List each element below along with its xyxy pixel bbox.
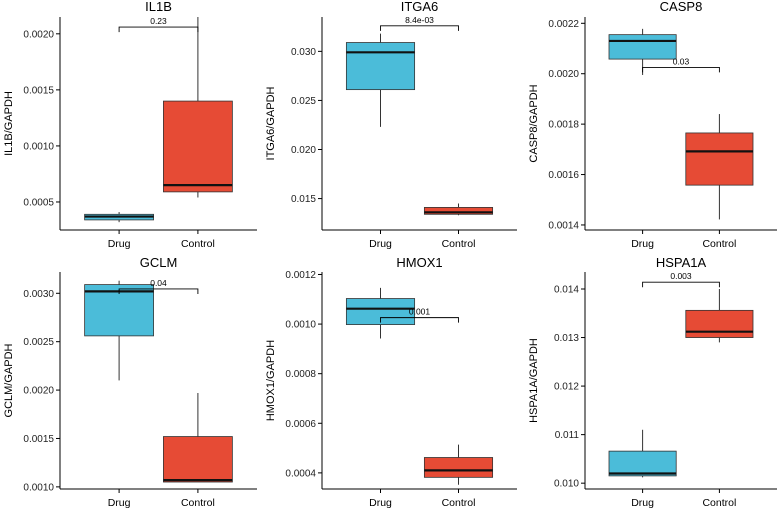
y-tick-label: 0.0020 xyxy=(23,386,54,397)
significance-bracket xyxy=(642,281,720,288)
y-tick-label: 0.0012 xyxy=(285,270,316,281)
p-value-label: 0.03 xyxy=(673,56,690,66)
box-body xyxy=(423,457,494,478)
p-value-label: 8.4e-03 xyxy=(405,15,434,25)
box-control xyxy=(423,203,494,216)
y-tick-label: 0.0010 xyxy=(23,141,54,152)
y-tick-label: 0.0015 xyxy=(23,85,54,96)
y-tick-label: 0.0006 xyxy=(285,419,316,430)
box-drug xyxy=(84,212,154,223)
y-tick-label: 0.0010 xyxy=(285,320,316,331)
y-axis-label: IL1B/GAPDH xyxy=(3,91,15,156)
y-tick-label: 0.0020 xyxy=(548,69,579,80)
p-value-label: 0.23 xyxy=(150,16,167,26)
x-tick-label-drug: Drug xyxy=(369,497,392,509)
p-value-label: 0.04 xyxy=(150,278,167,288)
x-tick-label-drug: Drug xyxy=(369,238,392,250)
significance-bracket xyxy=(118,26,199,33)
y-tick-label: 0.0015 xyxy=(23,434,54,445)
panel-title: HMOX1 xyxy=(396,255,442,270)
x-tick-label-control: Control xyxy=(702,238,736,250)
y-tick-label: 0.0018 xyxy=(548,120,579,131)
box-body xyxy=(608,450,677,477)
significance-bracket xyxy=(380,317,459,323)
y-axis-label: ITGA6/GAPDH xyxy=(265,86,277,160)
y-axis-label: CASP8/GAPDH xyxy=(528,84,540,162)
x-tick-label-control: Control xyxy=(442,238,476,250)
significance-bracket xyxy=(118,288,199,294)
y-tick-label: 0.010 xyxy=(554,479,579,490)
x-tick-label-control: Control xyxy=(181,497,215,509)
box-body xyxy=(608,34,677,60)
y-tick-label: 0.0004 xyxy=(285,468,316,479)
box-control xyxy=(163,17,233,198)
y-tick-label: 0.0016 xyxy=(548,170,579,181)
y-tick-label: 0.015 xyxy=(291,194,316,205)
y-tick-label: 0.0005 xyxy=(23,197,54,208)
p-value-label: 0.001 xyxy=(409,307,431,317)
panel-title: GCLM xyxy=(140,255,178,270)
y-tick-label: 0.012 xyxy=(554,382,579,393)
x-tick-label-drug: Drug xyxy=(108,238,131,250)
box-drug xyxy=(608,429,677,478)
panel-casp8: CASP8 0.0014 0.0016 0.0018 0.0020 0.0022 CASP8… xyxy=(528,0,777,250)
x-tick-label-drug: Drug xyxy=(631,238,654,250)
y-tick-label: 0.0025 xyxy=(23,337,54,348)
box-control xyxy=(423,444,494,485)
y-tick-label: 0.020 xyxy=(291,145,316,156)
box-drug xyxy=(84,280,154,381)
x-tick-label-control: Control xyxy=(181,238,215,250)
y-tick-label: 0.0008 xyxy=(285,369,316,380)
y-tick-label: 0.014 xyxy=(554,284,579,295)
y-axis-label: HSPA1A/GAPDH xyxy=(528,338,540,423)
box-control xyxy=(685,114,754,220)
panel-itga6: ITGA6 0.015 0.020 0.025 0.030 ITGA6/GAPDH Drug… xyxy=(265,0,517,250)
panel-title: IL1B xyxy=(145,0,172,14)
box-drug xyxy=(608,28,677,75)
x-tick-label-drug: Drug xyxy=(108,497,131,509)
panel-title: ITGA6 xyxy=(401,0,439,14)
box-body xyxy=(685,309,754,338)
x-tick-label-control: Control xyxy=(702,497,736,509)
box-body xyxy=(345,42,416,91)
box-body xyxy=(163,100,233,193)
y-tick-label: 0.030 xyxy=(291,47,316,58)
box-body xyxy=(685,132,754,186)
y-tick-label: 0.0010 xyxy=(23,482,54,493)
y-tick-label: 0.0022 xyxy=(548,19,579,30)
y-axis-label: GCLM/GAPDH xyxy=(3,343,15,417)
box-control xyxy=(163,392,233,483)
x-tick-label-drug: Drug xyxy=(631,497,654,509)
y-tick-label: 0.0020 xyxy=(23,29,54,40)
y-tick-label: 0.0030 xyxy=(23,289,54,300)
panel-il1b: IL1B 0.0005 0.0010 0.0015 0.0020 IL1B/GAPDH Dr… xyxy=(3,0,257,250)
significance-bracket xyxy=(642,66,720,73)
y-tick-label: 0.025 xyxy=(291,96,316,107)
x-tick-label-control: Control xyxy=(442,497,476,509)
significance-bracket xyxy=(380,25,459,31)
panel-title: CASP8 xyxy=(660,0,703,14)
panel-hmox1: HMOX1 0.0004 0.0006 0.0008 0.0010 0.0012 HMOX1… xyxy=(265,255,517,509)
panel-hspa1a: HSPA1A 0.010 0.011 0.012 0.013 0.014 HSPA1A/GA… xyxy=(528,255,777,509)
box-drug xyxy=(345,33,416,127)
y-tick-label: 0.0014 xyxy=(548,220,579,231)
y-tick-label: 0.011 xyxy=(555,430,580,441)
box-body xyxy=(163,436,233,483)
box-control xyxy=(685,288,754,343)
panel-gclm: GCLM 0.0010 0.0015 0.0020 0.0025 0.0030 GCLM/G… xyxy=(3,255,257,509)
p-value-label: 0.003 xyxy=(670,271,692,281)
y-tick-label: 0.013 xyxy=(554,333,579,344)
box-drug xyxy=(345,287,416,339)
panel-title: HSPA1A xyxy=(656,255,707,270)
y-axis-label: HMOX1/GAPDH xyxy=(265,340,277,421)
box-body xyxy=(423,207,494,215)
